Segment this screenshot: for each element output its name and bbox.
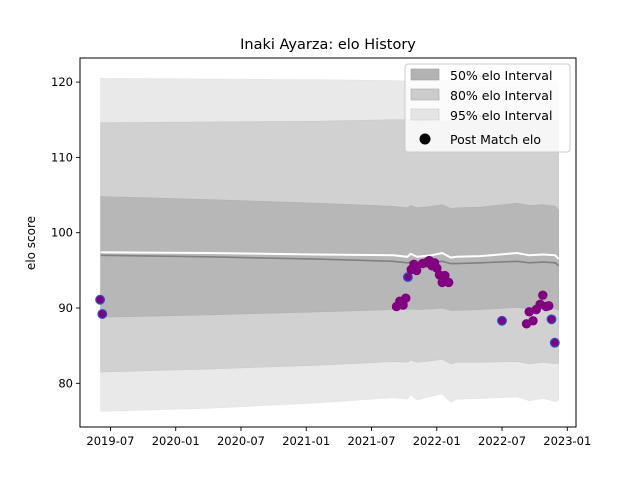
x-tick-label-7: 2023-01 [543,434,591,448]
y-tick-label-2: 100 [51,226,73,240]
mean-elo-line [100,254,560,267]
post-match-point-26 [538,290,548,300]
legend-label-band95: 95% elo Interval [450,108,552,123]
legend-label-post-match: Post Match elo [450,132,541,147]
post-match-point-28 [544,301,554,311]
legend-swatch-band95 [410,108,440,121]
post-match-point-9 [411,265,422,276]
axes: 2019-07 2020-01 2020-07 2021-01 2021-07 2022-… [51,75,591,448]
post-match-point-30 [549,337,560,348]
band-50-interval [100,196,559,318]
legend-swatch-band80 [410,88,440,101]
x-tick-label-1: 2020-01 [152,434,200,448]
upper-elo-line [100,251,560,260]
post-match-point-0 [95,294,106,305]
y-tick-label-0: 80 [58,376,73,390]
x-tick-label-2: 2020-07 [217,434,265,448]
x-tick-label-5: 2022-01 [413,434,461,448]
legend-label-band50: 50% elo Interval [450,68,552,83]
post-match-point-5 [401,293,411,303]
x-tick-label-0: 2019-07 [86,434,134,448]
post-match-point-29 [546,314,557,325]
chart-title: Inaki Ayarza: elo History [240,37,416,53]
plot-area [95,77,560,412]
legend-marker-post-match [419,133,431,145]
legend-frame [404,63,571,153]
y-axis-label: elo score [24,216,38,270]
y-tick-label-1: 90 [58,301,73,315]
legend: 50% elo Interval 80% elo Interval 95% el… [404,63,571,153]
legend-swatch-band50 [410,68,440,81]
x-tick-label-3: 2021-01 [282,434,330,448]
post-match-point-1 [97,309,108,319]
post-match-point-19 [444,277,454,288]
y-tick-label-4: 120 [51,75,73,89]
x-tick-label-6: 2022-07 [478,434,526,448]
post-match-point-20 [497,315,507,326]
plot-frame [79,57,577,428]
x-tick-label-4: 2021-07 [347,434,395,448]
legend-label-band80: 80% elo Interval [450,88,552,103]
y-tick-label-3: 110 [51,150,73,164]
post-match-point-23 [528,316,538,326]
